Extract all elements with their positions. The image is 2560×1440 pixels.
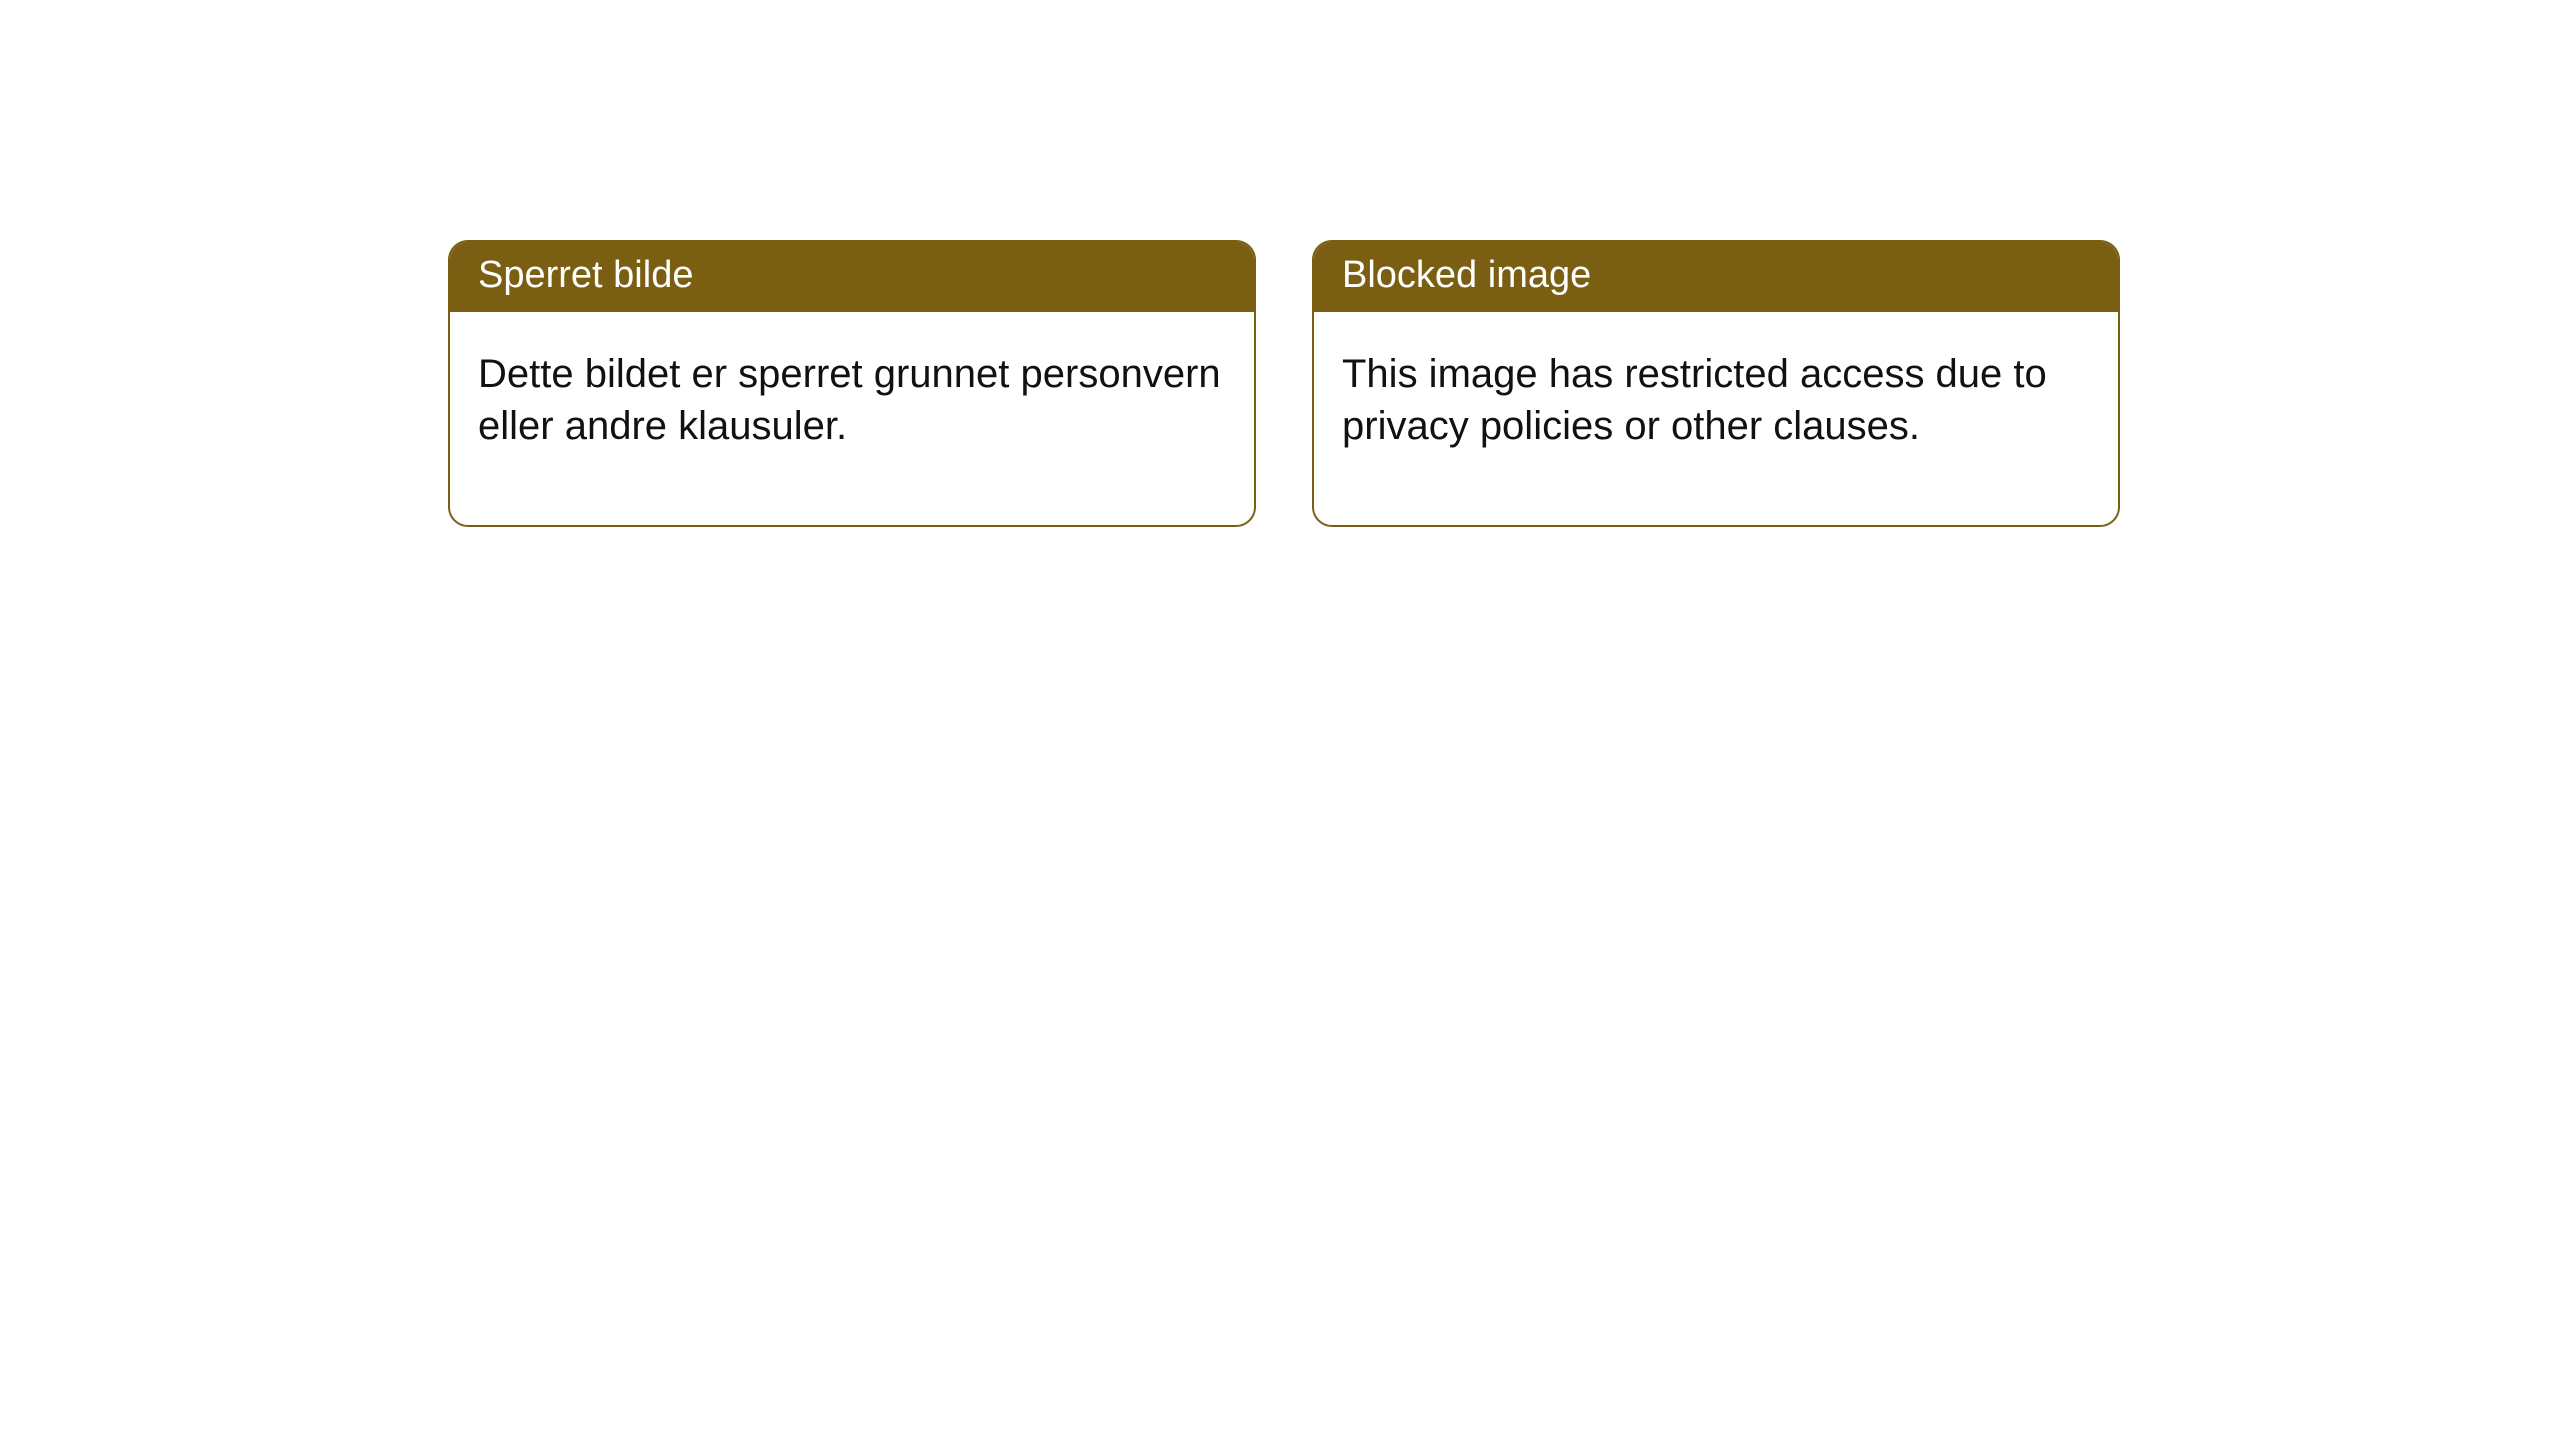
notice-card-body: Dette bildet er sperret grunnet personve… [450, 312, 1254, 526]
notice-container: Sperret bilde Dette bildet er sperret gr… [0, 0, 2560, 527]
notice-card-title: Sperret bilde [450, 242, 1254, 312]
notice-card-body: This image has restricted access due to … [1314, 312, 2118, 526]
notice-card-english: Blocked image This image has restricted … [1312, 240, 2120, 527]
notice-card-norwegian: Sperret bilde Dette bildet er sperret gr… [448, 240, 1256, 527]
notice-card-title: Blocked image [1314, 242, 2118, 312]
